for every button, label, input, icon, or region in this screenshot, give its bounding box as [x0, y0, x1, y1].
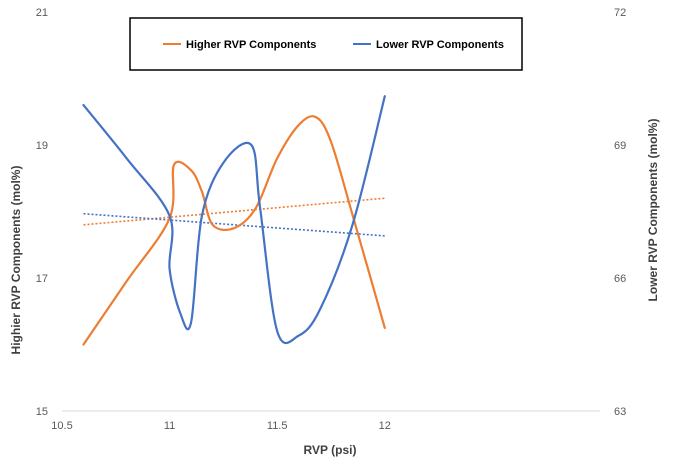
x-tick-label: 11.5: [267, 420, 288, 432]
y-right-tick-label: 66: [614, 273, 626, 285]
legend-label-higher: Higher RVP Components: [186, 39, 316, 51]
trendlines: [83, 197, 385, 237]
series-line-higher: [82, 115, 386, 346]
axes: 10.5 11 11.5 12 15 17 19 21 63 66 69 72: [36, 7, 627, 432]
series-line-lower: [82, 95, 386, 345]
legend-box: [129, 17, 523, 71]
legend: Higher RVP Components Lower RVP Componen…: [129, 17, 523, 71]
x-tick-label: 10.5: [51, 420, 72, 432]
y-right-tick-label: 69: [614, 140, 626, 152]
y-axis-left-title: Highier RVP Components (mol%): [9, 166, 23, 355]
y-left-tick-label: 17: [36, 273, 48, 285]
series-lines: [82, 95, 386, 346]
legend-label-lower: Lower RVP Components: [376, 39, 504, 51]
y-left-tick-label: 15: [36, 406, 48, 418]
x-axis-title: RVP (psi): [304, 443, 357, 457]
trendline-higher: [83, 197, 385, 226]
y-axis-right-title: Lower RVP Components (mol%): [646, 119, 660, 302]
y-right-tick-label: 63: [614, 406, 626, 418]
x-tick-label: 11: [164, 420, 175, 432]
y-right-tick-label: 72: [614, 7, 626, 19]
y-left-tick-label: 19: [36, 140, 48, 152]
y-left-tick-label: 21: [36, 7, 48, 19]
x-tick-label: 12: [379, 420, 391, 432]
